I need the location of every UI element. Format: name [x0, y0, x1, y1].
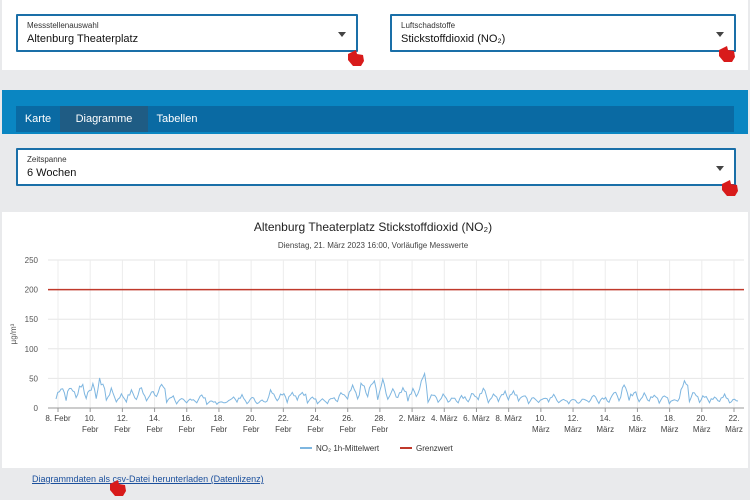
x-tick-label-month: Febr — [82, 425, 99, 434]
legend-label-no2: NO₂ 1h-Mittelwert — [316, 444, 380, 453]
station-select-label: Messstellenauswahl — [27, 21, 99, 30]
x-tick-label: 10. — [85, 414, 96, 423]
x-tick-label: 22. — [728, 414, 739, 423]
chart-subtitle: Dienstag, 21. März 2023 16:00, Vorläufig… — [277, 241, 469, 250]
x-tick-label: 10. — [535, 414, 546, 423]
pollutant-select[interactable]: Luftschadstoffe Stickstoffdioxid (NO₂) — [390, 14, 736, 52]
x-tick-label: 8. März — [495, 414, 522, 423]
chart-title: Altenburg Theaterplatz Stickstoffdioxid … — [253, 220, 493, 234]
x-tick-label-month: März — [564, 425, 582, 434]
tab-diagramme[interactable]: Diagramme — [60, 106, 148, 132]
tab-karte[interactable]: Karte — [24, 113, 52, 125]
x-tick-label-month: Febr — [179, 425, 196, 434]
x-tick-label-month: März — [693, 425, 711, 434]
x-tick-label: 20. — [246, 414, 257, 423]
x-tick-label: 12. — [567, 414, 578, 423]
x-tick-label: 18. — [664, 414, 675, 423]
y-axis-label: µg/m³ — [9, 323, 18, 344]
period-select-value: 6 Wochen — [27, 167, 77, 179]
line-chart: 0 50 100 150 200 250 µg/m³ 8. Febr 10. Febr 12. Feb… — [9, 256, 744, 453]
x-tick-label: 22. — [278, 414, 289, 423]
x-tick-label-month: Febr — [307, 425, 324, 434]
csv-download-link[interactable]: Diagrammdaten als csv-Datei herunterlade… — [32, 474, 264, 484]
x-tick-label: 28. — [374, 414, 385, 423]
chart-panel — [2, 212, 748, 468]
x-tick-label: 18. — [213, 414, 224, 423]
period-select-label: Zeitspanne — [27, 155, 67, 164]
pollutant-select-value: Stickstoffdioxid (NO₂) — [401, 33, 506, 45]
y-tick-label: 0 — [34, 404, 39, 413]
x-tick-label: 6. März — [463, 414, 490, 423]
x-tick-label-month: Febr — [146, 425, 163, 434]
x-tick-label-month: März — [725, 425, 743, 434]
x-tick-label-month: Febr — [211, 425, 228, 434]
x-tick-label-month: Febr — [243, 425, 260, 434]
y-tick-label: 150 — [25, 315, 39, 324]
x-tick-label: 14. — [600, 414, 611, 423]
x-tick-label-month: März — [532, 425, 550, 434]
y-tick-label: 250 — [25, 256, 39, 265]
station-select[interactable]: Messstellenauswahl Altenburg Theaterplat… — [16, 14, 358, 52]
hand-pointer-icon — [110, 480, 126, 496]
pollutant-select-label: Luftschadstoffe — [401, 21, 456, 30]
hand-pointer-icon — [348, 50, 364, 66]
x-tick-label-month: März — [661, 425, 679, 434]
chevron-down-icon[interactable] — [716, 166, 724, 171]
station-select-value: Altenburg Theaterplatz — [27, 33, 139, 45]
tab-tabellen[interactable]: Tabellen — [156, 113, 198, 125]
tab-strip: Karte Diagramme Tabellen — [16, 106, 734, 132]
x-tick-label-month: März — [596, 425, 614, 434]
x-tick-label-month: Febr — [275, 425, 292, 434]
period-select[interactable]: Zeitspanne 6 Wochen — [16, 148, 736, 186]
legend-label-limit: Grenzwert — [416, 444, 454, 453]
x-tick-label: 14. — [149, 414, 160, 423]
x-tick-label: 24. — [310, 414, 321, 423]
x-tick-label: 4. März — [431, 414, 458, 423]
chevron-down-icon[interactable] — [716, 32, 724, 37]
y-tick-label: 100 — [25, 345, 39, 354]
x-tick-label: 8. Febr — [45, 414, 71, 423]
x-tick-label-month: Febr — [339, 425, 356, 434]
chevron-down-icon[interactable] — [338, 32, 346, 37]
x-tick-label: 20. — [696, 414, 707, 423]
x-tick-label: 26. — [342, 414, 353, 423]
x-tick-label: 2. März — [399, 414, 426, 423]
x-tick-label-month: Febr — [372, 425, 389, 434]
x-tick-label-month: Febr — [114, 425, 131, 434]
hand-pointer-icon — [719, 46, 735, 62]
x-tick-label: 12. — [117, 414, 128, 423]
hand-pointer-icon — [722, 180, 738, 196]
y-tick-label: 200 — [25, 286, 39, 295]
no2-series-line — [55, 371, 739, 406]
x-tick-label: 16. — [181, 414, 192, 423]
y-tick-label: 50 — [29, 374, 38, 383]
x-tick-label-month: März — [629, 425, 647, 434]
x-tick-label: 16. — [632, 414, 643, 423]
